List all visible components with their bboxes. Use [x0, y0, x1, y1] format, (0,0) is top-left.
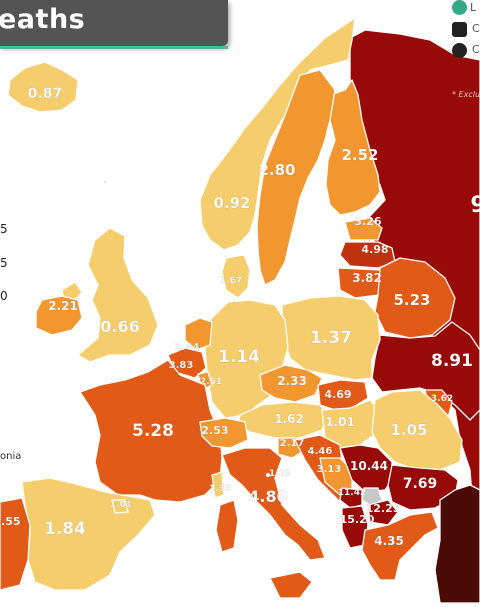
value-label-luxembourg: 2.51: [200, 377, 222, 387]
region-andorra[interactable]: [111, 499, 129, 514]
value-label-romania: 1.05: [390, 421, 427, 439]
value-label-slovakia: 4.69: [324, 388, 351, 401]
island-dot: [265, 472, 271, 478]
value-label-finland: 2.52: [341, 146, 378, 164]
value-label-uk: 0.66: [100, 317, 139, 336]
value-label-italy: 4.80: [248, 487, 287, 506]
value-label-czechia: 2.33: [277, 374, 307, 388]
twitter-icon[interactable]: [452, 43, 467, 58]
region-poland[interactable]: [281, 295, 381, 381]
value-label-corsica: 1.33: [209, 484, 231, 494]
value-label-iceland: 0.87: [28, 86, 63, 102]
value-label-hungary: 1.01: [325, 415, 355, 429]
value-label-poland: 1.37: [310, 328, 352, 348]
map-title: eaths: [0, 4, 86, 35]
region-italy[interactable]: [221, 447, 326, 561]
value-label-moldova: 3.62: [431, 394, 453, 404]
value-label-norway: 0.92: [213, 194, 250, 212]
region-norway[interactable]: [199, 17, 356, 251]
value-label-russia: 9: [470, 193, 480, 218]
region-sicily[interactable]: [269, 571, 313, 599]
value-label-ireland: 2.21: [48, 299, 78, 313]
region-iceland[interactable]: [7, 61, 79, 113]
value-label-estonia: 3.26: [354, 215, 381, 228]
region-estonia[interactable]: [344, 217, 383, 241]
side-label: C: [472, 22, 480, 35]
value-label-latvia: 4.98: [361, 243, 388, 256]
value-label-france: 5.28: [132, 421, 174, 441]
title-banner: eaths: [0, 0, 228, 46]
side-label: L: [470, 1, 477, 14]
value-label-switzerland: 2.53: [201, 424, 228, 437]
title-underline: [0, 46, 228, 49]
region-greece[interactable]: [361, 511, 439, 581]
value-label-greece: 4.35: [374, 534, 404, 548]
legend-fragment: 5: [0, 256, 8, 270]
value-label-slovenia: 2.17: [280, 438, 305, 449]
value-label-bulgaria: 7.69: [403, 476, 438, 492]
legend-fragment: 0: [0, 289, 8, 303]
value-label-belarus: 5.23: [393, 291, 430, 309]
value-label-ukraine: 8.91: [431, 351, 473, 371]
region-finland[interactable]: [325, 79, 381, 216]
island-dot: [103, 180, 107, 184]
value-label-sweden: 2.80: [258, 161, 295, 179]
value-label-spain: 1.84: [44, 519, 86, 539]
value-label-germany: 1.14: [218, 347, 260, 367]
region-romania[interactable]: [371, 389, 463, 471]
value-label-bosnia: 3.13: [317, 464, 342, 475]
region-netherlands[interactable]: [184, 317, 213, 351]
value-label-andorra: 1.01: [110, 500, 132, 510]
value-label-montenegro: 11.42: [338, 488, 366, 498]
estonia-label-fragment: onia: [0, 451, 22, 462]
value-label-croatia: 4.46: [308, 446, 333, 457]
side-label: C: [472, 43, 480, 56]
region-ukraine[interactable]: [371, 321, 480, 421]
value-label-netherlands: 2.44: [175, 342, 200, 353]
value-label-north-macedonia: 12.25: [366, 502, 401, 515]
instagram-icon[interactable]: [452, 22, 467, 37]
link-icon[interactable]: [452, 0, 467, 15]
value-label-san-marino: 1.29: [269, 469, 291, 479]
value-label-belgium: 3.83: [169, 360, 194, 371]
region-portugal[interactable]: [0, 497, 31, 591]
region-switzerland[interactable]: [199, 417, 249, 449]
value-label-serbia: 10.44: [350, 459, 388, 473]
region-turkey: [434, 484, 480, 604]
region-belarus[interactable]: [374, 257, 456, 339]
exclusion-note: * Exclu: [452, 90, 480, 99]
region-north-macedonia[interactable]: [367, 499, 399, 526]
region-sardinia[interactable]: [215, 499, 239, 553]
value-label-portugal: 5.55: [0, 515, 21, 528]
region-slovakia[interactable]: [317, 379, 369, 411]
region-czechia[interactable]: [259, 364, 323, 403]
region-ireland[interactable]: [35, 295, 83, 336]
value-label-albania: 15.20: [340, 513, 375, 526]
region-sweden[interactable]: [256, 69, 336, 286]
legend-fragment: 5: [0, 222, 8, 236]
region-corsica[interactable]: [211, 471, 225, 499]
value-label-denmark: 1.67: [220, 276, 242, 286]
value-label-austria: 1.62: [274, 412, 304, 426]
region-denmark[interactable]: [221, 254, 251, 299]
value-label-lithuania: 3.82: [352, 271, 382, 285]
region-uk[interactable]: [77, 227, 159, 363]
value-labels: 0.87 0.92 2.80 2.52 3.26 4.98 3.82 5.23 9 1.67 2.2…: [0, 86, 480, 548]
